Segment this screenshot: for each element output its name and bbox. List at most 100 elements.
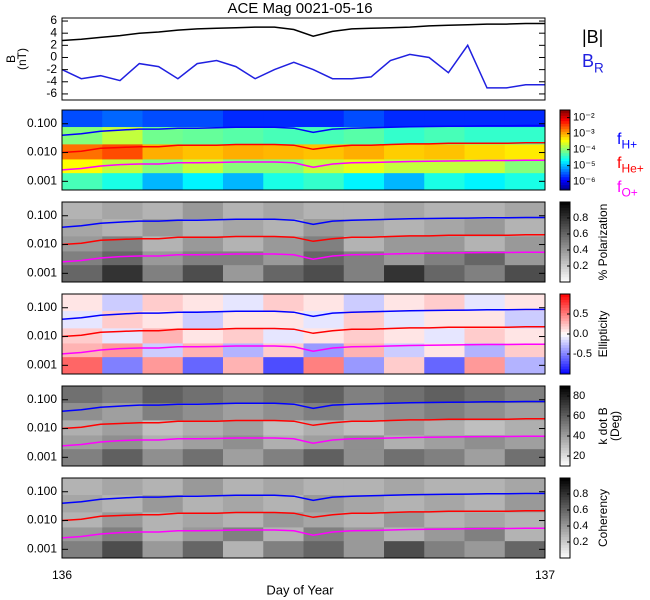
heatmap-cell [102, 356, 144, 375]
heatmap-cell [182, 327, 224, 344]
heatmap-cell [504, 126, 546, 145]
colorbar-strip [560, 404, 570, 408]
colorbar-strip [560, 478, 570, 482]
colorbar-strip [560, 244, 570, 248]
heatmap-cell [222, 158, 264, 174]
data-line [61, 22, 545, 42]
heatmap-cell [182, 342, 224, 358]
colorbar-strip [560, 534, 570, 538]
heatmap-cell [142, 264, 184, 283]
heatmap-cell [384, 402, 425, 421]
colorbar-tick-label: 0.4 [573, 244, 588, 256]
colorbar-strip [560, 252, 570, 256]
colorbar-strip [560, 236, 570, 240]
heatmap-cell [464, 158, 506, 174]
colorbar-strip [560, 163, 570, 167]
colorbar-strip [560, 480, 570, 484]
y-tick-label: -6 [46, 86, 57, 100]
colorbar-strip [560, 442, 570, 446]
y-tick-label: 0.010 [27, 513, 57, 527]
colorbar-strip [560, 415, 570, 419]
heatmap-cell [464, 202, 506, 220]
heatmap-cell [424, 494, 465, 513]
heatmap-cell [464, 356, 506, 375]
heatmap-cell [182, 402, 224, 421]
heatmap-cell [303, 540, 345, 559]
heatmap-cell [182, 494, 224, 513]
heatmap-cell [384, 386, 425, 404]
colorbar-strip [560, 347, 570, 351]
gyrofrequency-line [61, 233, 545, 246]
heatmap-cell [142, 172, 184, 191]
heatmap-cell [384, 126, 425, 145]
heatmap-cell [384, 540, 425, 559]
y-tick-label: 0.100 [27, 116, 57, 130]
heatmap-cell [102, 526, 144, 542]
colorbar-strip [560, 294, 570, 298]
heatmap-cell [504, 434, 546, 450]
heatmap-cell [424, 202, 465, 220]
colorbar-tick-label: 80 [573, 390, 585, 402]
heatmap-cell [303, 356, 345, 375]
colorbar-strip [560, 147, 570, 151]
gyrofrequency-line [61, 527, 545, 539]
gyrofrequency-line [61, 492, 545, 504]
heatmap-cell [222, 342, 264, 358]
colorbar-strip [560, 547, 570, 551]
colorbar-tick-label: 60 [573, 410, 585, 422]
heatmap-cell [102, 158, 144, 174]
heatmap-cell [222, 250, 264, 266]
heatmap-cell [102, 434, 144, 450]
heatmap-cell [182, 143, 224, 160]
heatmap-cell [222, 172, 264, 191]
colorbar-tick-label: 0.8 [573, 488, 588, 500]
colorbar-strip [560, 447, 570, 451]
heatmap-cell [62, 264, 103, 283]
heatmap-cell [464, 294, 506, 312]
heatmap-cell [182, 294, 224, 312]
colorbar-strip [560, 539, 570, 543]
heatmap-cell [384, 202, 425, 220]
gyrofrequency-line [61, 124, 545, 136]
heatmap-cell [182, 172, 224, 191]
heatmap-cell [263, 143, 304, 160]
heatmap-cell [504, 218, 546, 237]
colorbar-frame [559, 201, 571, 283]
heatmap-cell [142, 540, 184, 559]
heatmap-cell [142, 419, 184, 436]
heatmap-cell [504, 402, 546, 421]
colorbar-strip [560, 204, 570, 208]
heatmap-cell [182, 110, 224, 128]
colorbar-strip [560, 242, 570, 246]
colorbar-strip [560, 171, 570, 175]
heatmap-cell [182, 434, 224, 450]
heatmap-cell [102, 250, 144, 266]
colorbar-strip [560, 168, 570, 172]
plot-frame [61, 201, 546, 283]
heatmap-cell [464, 419, 506, 436]
colorbar-strip [560, 131, 570, 135]
colorbar-strip [560, 304, 570, 308]
heatmap-cell [182, 264, 224, 283]
colorbar-strip [560, 363, 570, 367]
heatmap-cell [464, 526, 506, 542]
heatmap-cell [182, 250, 224, 266]
colorbar-strip [560, 255, 570, 259]
heatmap-cell [464, 511, 506, 528]
colorbar-strip [560, 336, 570, 340]
plot-frame [61, 293, 546, 375]
legend-subscript: He+ [621, 162, 643, 176]
heatmap-cell [464, 110, 506, 128]
heatmap-cell [343, 448, 385, 467]
colorbar-tick-label: 10⁻³ [573, 128, 595, 140]
heatmap-cell [222, 448, 264, 467]
data-line [61, 43, 545, 89]
colorbar-strip [560, 515, 570, 519]
heatmap-cell [303, 478, 345, 496]
heatmap-cell [504, 494, 546, 513]
colorbar-strip [560, 342, 570, 346]
colorbar-strip [560, 460, 570, 464]
heatmap-cell [222, 294, 264, 312]
gyrofrequency-line [61, 251, 545, 263]
heatmap-cell [384, 310, 425, 329]
